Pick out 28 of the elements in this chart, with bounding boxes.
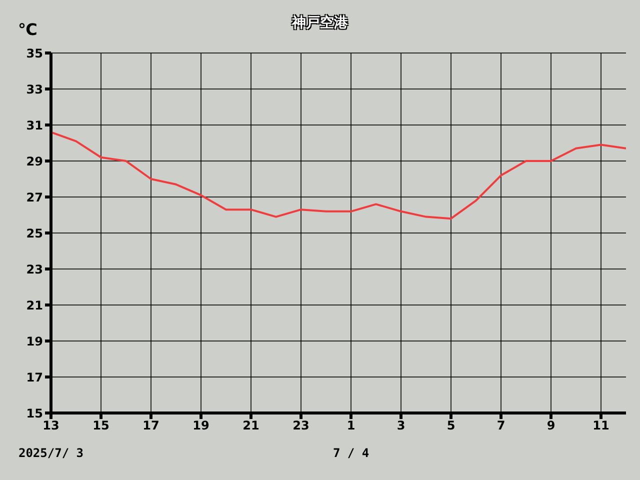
y-tick-label: 17 xyxy=(26,370,43,384)
y-tick-label: 33 xyxy=(26,82,43,96)
y-tick-label: 23 xyxy=(26,262,43,276)
x-tick-label: 21 xyxy=(242,418,260,433)
line-series xyxy=(51,131,626,220)
y-tick-label: 35 xyxy=(26,46,43,60)
chart-title: 神戸空港 xyxy=(292,15,348,31)
y-tick-label: 15 xyxy=(26,406,43,420)
y-tick-label: 25 xyxy=(26,226,43,240)
y-tick-label: 21 xyxy=(26,298,43,312)
x-tick-label: 23 xyxy=(292,418,310,433)
x-tick-label: 1 xyxy=(346,418,356,433)
text: 2025/7/ 3 xyxy=(17,446,85,460)
x-tick-label: 19 xyxy=(192,418,210,433)
y-tick-label: 19 xyxy=(26,334,43,348)
x-tick-label: 3 xyxy=(396,418,406,433)
x-tick-label: 11 xyxy=(592,418,610,433)
x-tick-label: 13 xyxy=(42,418,60,433)
y-tick-label: 31 xyxy=(26,118,43,132)
x-tick-label: 15 xyxy=(92,418,110,433)
x-tick-label: 5 xyxy=(446,418,456,433)
x-tick-label: 17 xyxy=(142,418,160,433)
text: 7 / 4 xyxy=(332,446,370,460)
y-tick-label: 29 xyxy=(26,154,43,168)
y-tick-label: 27 xyxy=(26,190,43,204)
x-tick-label: 9 xyxy=(546,418,556,433)
x-tick-label: 7 xyxy=(496,418,506,433)
y-axis-title: ℃ xyxy=(18,20,38,39)
